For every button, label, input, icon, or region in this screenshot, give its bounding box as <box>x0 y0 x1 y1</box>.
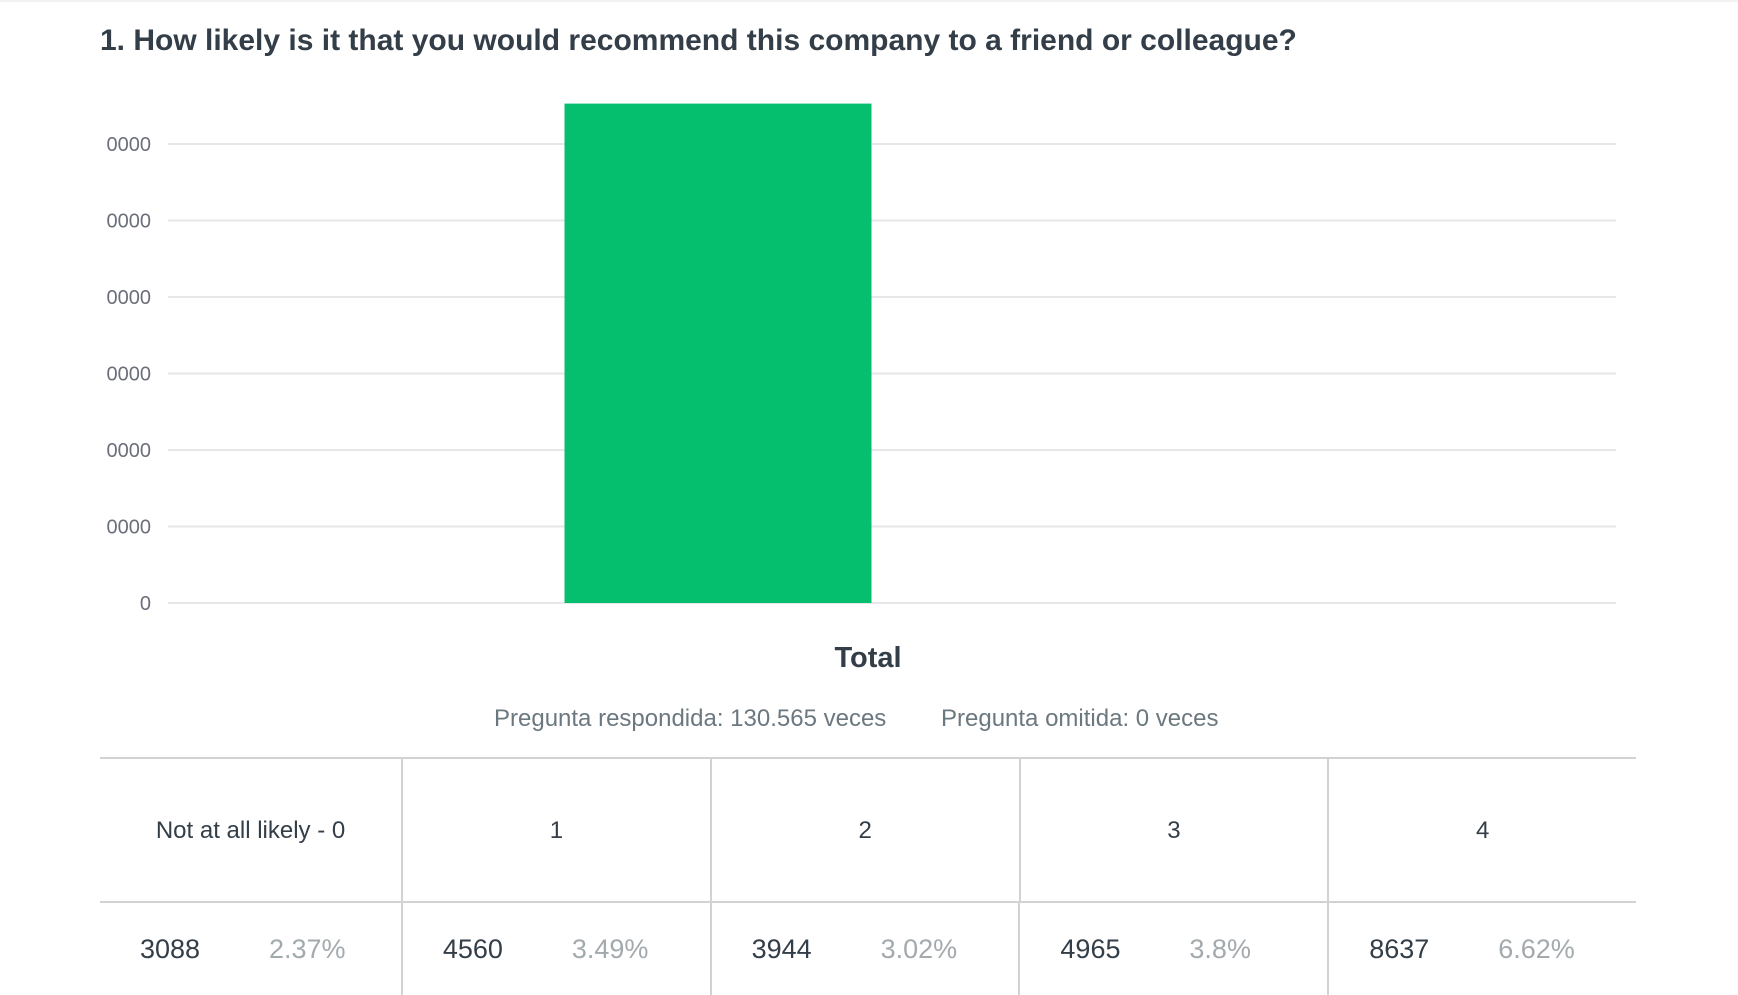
data-cell: 3088 2.37% <box>100 903 401 995</box>
data-cell: 4560 3.49% <box>400 903 710 995</box>
y-tick-label: 0000 <box>107 364 152 386</box>
bar-total <box>564 103 872 604</box>
y-tick-label: 0000 <box>107 517 152 539</box>
count: 3944 <box>751 933 812 964</box>
count: 4965 <box>1060 933 1121 964</box>
y-tick-label: 0000 <box>107 211 152 233</box>
data-cell: 4965 3.8% <box>1018 903 1327 995</box>
y-tick-label: 0 <box>140 593 151 615</box>
table-row: 3088 2.37% 4560 3.49% 3944 3.02% 4965 3.8% 8… <box>100 903 1636 995</box>
header-cell: 3 <box>1018 759 1328 901</box>
count: 3088 <box>140 933 201 964</box>
data-cell: 3944 3.02% <box>709 903 1019 995</box>
x-category-label: Total <box>834 642 902 674</box>
percent: 3.8% <box>1189 933 1251 964</box>
percent: 6.62% <box>1498 933 1575 964</box>
percent: 3.02% <box>880 933 958 964</box>
skipped-count: Pregunta omitida: 0 veces <box>941 705 1219 732</box>
question-title: 1. How likely is it that you would recom… <box>100 24 1297 57</box>
header-cell: 4 <box>1327 759 1636 901</box>
percent: 3.49% <box>571 933 649 964</box>
table-header-row: Not at all likely - 0 1 2 3 4 <box>100 759 1636 903</box>
data-cell: 8637 6.62% <box>1327 903 1636 995</box>
y-tick-label: 0000 <box>107 287 152 309</box>
header-cell: 2 <box>709 759 1019 901</box>
answered-count: Pregunta respondida: 130.565 veces <box>494 705 887 732</box>
top-border <box>0 0 1738 2</box>
results-table: Not at all likely - 0 1 2 3 4 3088 2.37% … <box>100 757 1636 995</box>
percent: 2.37% <box>269 933 346 964</box>
header-cell: Not at all likely - 0 <box>155 816 346 844</box>
header-cell: 1 <box>401 759 710 901</box>
y-tick-label: 0000 <box>107 440 152 462</box>
y-tick-label: 0000 <box>107 134 152 156</box>
count: 4560 <box>442 933 503 964</box>
count: 8637 <box>1369 933 1430 964</box>
